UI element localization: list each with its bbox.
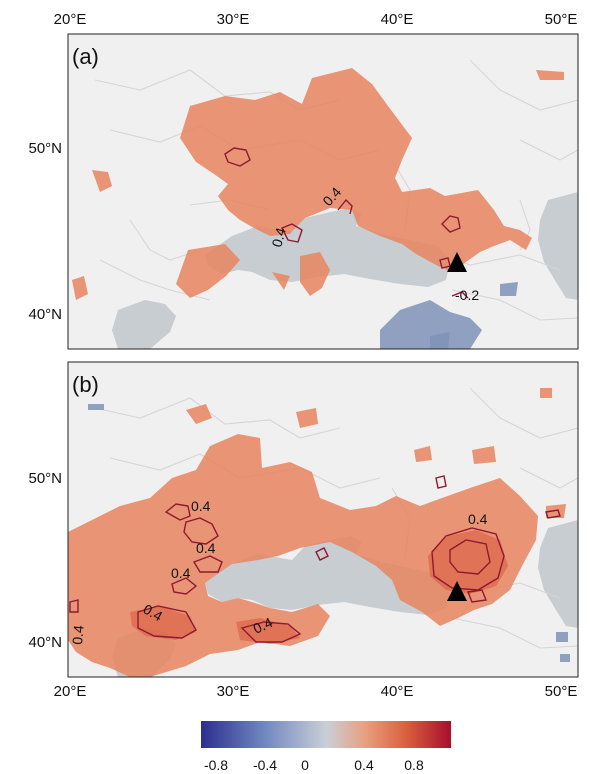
panel-a: 0.4 0.4 -0.2 (a) [67,33,579,350]
panel-b: 0.4 0.4 0.4 0.4 0.4 0.4 0.4 (b) [67,361,579,678]
panel-a-label: (a) [72,44,99,69]
x-tick-label-top: 20°E [54,11,87,28]
panel-a-frame [67,33,579,350]
caspian-sea [538,520,578,628]
caspian-sea [538,192,578,300]
contour-lines [69,475,561,643]
contour-label: 0.4 [196,540,216,556]
contour-label: 0.4 [468,511,488,527]
anomaly-field-positive [72,68,564,300]
contour-label: 0.4 [251,614,276,637]
colorbar-tick-label: 0.8 [404,757,424,773]
site-marker-triangle [447,252,467,272]
x-tick-label-top: 40°E [381,11,414,28]
colorbar-tick-label: 0.4 [354,757,374,773]
contour-label: 0.4 [268,226,289,249]
y-tick-label: 40°N [28,634,62,651]
colorbar-tick-label: -0.8 [204,757,228,773]
x-tick-label-bottom: 30°E [217,683,250,700]
panel-b-label: (b) [72,372,99,397]
y-tick-label: 40°N [28,306,62,323]
x-tick-label-top: 30°E [217,11,250,28]
site-marker-triangle [447,581,467,601]
aegean-sea [112,300,176,349]
contour-label: 0.4 [191,498,211,514]
contour-label: -0.2 [455,287,479,303]
contour-label: 0.4 [171,565,191,581]
x-tick-label-bottom: 20°E [54,683,87,700]
x-tick-label-top: 50°E [545,11,578,28]
colorbar-tick-label: -0.4 [253,757,277,773]
y-tick-label: 50°N [28,470,62,487]
x-tick-label-bottom: 50°E [545,683,578,700]
panel-b-frame [67,361,579,678]
contour-label: 0.4 [69,624,87,645]
anomaly-field-negative [380,282,518,349]
colorbar-tick-label: 0 [301,757,309,773]
y-tick-label: 50°N [28,140,62,157]
anomaly-field-strong [130,530,508,644]
anomaly-field-negative [88,404,570,662]
colorbar [201,721,451,748]
x-tick-label-bottom: 40°E [381,683,414,700]
